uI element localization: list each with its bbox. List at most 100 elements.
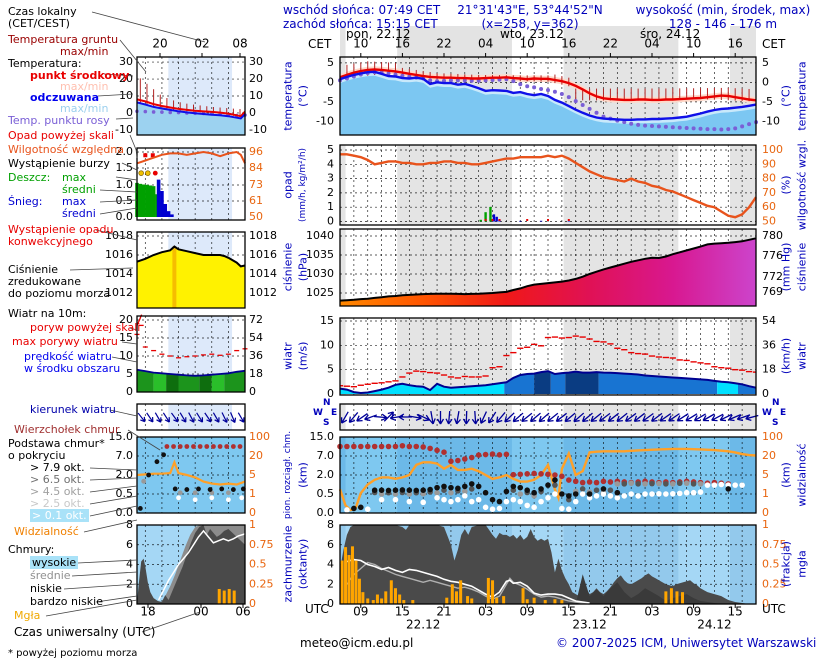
legend-connector (111, 356, 138, 363)
cloud-dot-top_red (538, 471, 544, 477)
cloud-dot-base_black (600, 486, 607, 492)
axis-tick: 15.0 (310, 430, 335, 443)
night-band (563, 145, 679, 225)
axis-tick: 772 (762, 270, 783, 283)
mini-rain-bar (145, 184, 149, 217)
cloud-dot-base_white (448, 498, 454, 505)
axis-tick: 23.12 (572, 618, 606, 632)
convective-mark (547, 219, 549, 221)
cloud-dot-base_white (683, 489, 690, 496)
wind-direction-arrow (564, 412, 576, 423)
cloud-dot-base_gray (448, 489, 454, 496)
fog-bar (366, 598, 370, 604)
axis-tick: 16 (728, 37, 743, 51)
night-band (730, 145, 756, 225)
mini-wind-fill (153, 372, 167, 392)
night-band (730, 437, 756, 513)
night-band-header (730, 26, 756, 57)
fog-bar (454, 591, 458, 604)
cloud-dot-base_white (378, 496, 385, 503)
dew-point-dot (663, 124, 668, 129)
mini-night-band (168, 148, 233, 220)
mini-cloud-dot (164, 444, 170, 449)
axis-tick: 1.5 (116, 161, 134, 174)
mini-snow-bar (156, 179, 161, 217)
axis-tick: 96 (249, 145, 263, 158)
axis-tick: 1040 (306, 229, 334, 242)
cloud-dot-top_red (586, 479, 593, 485)
axis-unit-wiatr-left: (m/s) (296, 341, 310, 371)
mini-cloud-dot (171, 444, 176, 449)
contact-email-link[interactable]: meteo@icm.edu.pl (300, 636, 414, 650)
axis-tick: 0.75 (762, 538, 787, 551)
fog-bar (354, 560, 358, 604)
legend-connector (121, 162, 138, 171)
cloud-dot-base_black (510, 483, 517, 490)
cloud-dot-base_black (448, 484, 454, 491)
axis-tick: 15 (119, 331, 133, 344)
cloud-dot-top_red (358, 443, 364, 450)
mini-cloud-dot (217, 444, 223, 449)
dew-point-dot (525, 84, 530, 89)
axis-tick: 20 (762, 449, 776, 462)
legend-connector (135, 148, 138, 159)
mini-fog-bar (217, 588, 221, 604)
cloud-dot-base_white (475, 496, 482, 503)
wind-direction-arrow (479, 411, 488, 424)
night-band (340, 404, 346, 430)
legend-connector (115, 176, 138, 181)
mini-cloud-dot (207, 487, 213, 492)
wind-speed-fill (565, 371, 599, 394)
cloud-dot-base_white (656, 490, 662, 497)
fog-bar (669, 588, 673, 604)
cloud-dot-top_red (593, 479, 600, 486)
axis-tick: 09 (353, 605, 368, 619)
cloud-dot-base_darkgray (663, 481, 669, 487)
cloud-dot-base_black (399, 487, 406, 493)
mini-cloud-dot (192, 490, 198, 496)
axis-title-chmury: pion. rozciągł. chm. (283, 430, 293, 520)
axis-tick: 780 (762, 229, 783, 242)
cloud-dot-base_white (468, 498, 475, 505)
dew-point-dot (594, 110, 599, 115)
cloud-dot-base_white (621, 493, 628, 499)
copyright-text: © 2007-2025 ICM, Uniwersytet Warszawski (556, 636, 817, 650)
axis-tick: 5 (126, 367, 133, 380)
dew-point-dot (386, 71, 391, 76)
mini-cloud-dot (161, 452, 166, 458)
axis-tick: -5 (323, 95, 334, 108)
legend-wiatr10: Wiatr na 10m: (8, 307, 87, 320)
mini-low-cloud-line (157, 529, 246, 601)
dew-point-dot (643, 123, 648, 128)
cloud-dot-base_white (552, 491, 558, 497)
cloud-dot-base_white (406, 498, 413, 505)
legend-connector (91, 11, 206, 43)
mini-conv-dot (152, 170, 158, 176)
day-header-mon: pon, 22.12 (346, 27, 411, 41)
dew-point-dot (629, 121, 634, 126)
axis-tick: 0 (126, 385, 133, 398)
panel-border (339, 436, 757, 514)
mini-wind-arrow (221, 412, 228, 423)
mini-cloud-dot (191, 444, 196, 449)
mini-wind-arrow (170, 412, 179, 423)
axis-tick: 0 (249, 506, 256, 519)
wind-direction-arrow (642, 412, 654, 422)
cloud-dot-base_black (406, 487, 413, 494)
legend-okt-25: > 2.5 okt. (30, 497, 85, 510)
mini-cloud-dot (204, 444, 210, 449)
mini-dew-dot (168, 110, 173, 115)
mini-rain-bar (151, 186, 156, 217)
legend-connector (99, 207, 138, 215)
cloud-dot-base_black (545, 482, 551, 488)
fog-bar (445, 597, 449, 604)
cloud-dot-top_red (413, 443, 420, 450)
mini-cloud-dot (225, 490, 231, 496)
feels-like-line (339, 70, 757, 121)
cloud-dot-base_black (371, 487, 378, 494)
axis-tick: 15 (561, 605, 576, 619)
legend-connector (89, 477, 138, 481)
cloud-dot-base_black (531, 489, 537, 496)
axis-tick: 0 (126, 106, 133, 119)
legend-czas-lokalny: Czas lokalny (8, 5, 77, 18)
